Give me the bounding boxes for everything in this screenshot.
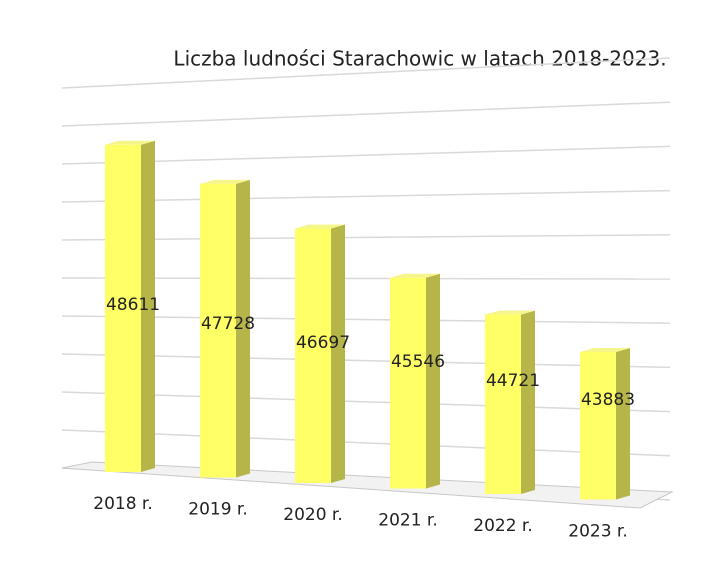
bar-side [521,310,535,494]
bar-top [580,347,630,352]
bar-top [295,224,345,229]
data-label: 47728 [201,314,255,334]
x-tick-label: 2023 r. [568,522,628,542]
bar [200,183,236,478]
data-label: 48611 [106,295,160,315]
bar-top [200,179,250,184]
bar-side [141,140,155,473]
bar-side [426,273,440,489]
bar [390,277,426,489]
x-tick-label: 2019 r. [188,500,248,520]
grid-line [61,391,671,413]
data-label: 46697 [296,333,350,353]
grid-line [61,429,671,457]
x-tick-label: 2022 r. [473,516,533,536]
bar-side [331,224,345,483]
grid-line [61,277,671,280]
bar-top [390,273,440,278]
grid-line [61,353,671,369]
bar [105,144,141,473]
bar [295,228,331,483]
bar-side [616,347,630,500]
grid-line [61,189,671,203]
x-tick-label: 2020 r. [283,505,343,525]
grid-line [61,145,671,165]
grid-line [61,57,671,89]
grid-line [61,315,671,324]
data-label: 43883 [581,390,635,410]
bar-side [236,179,250,478]
bar-top [485,310,535,315]
x-tick-label: 2021 r. [378,511,438,531]
data-label: 44721 [486,371,540,391]
grid-line [61,234,671,241]
bar [580,351,616,500]
data-label: 45546 [391,352,445,372]
chart-title: Liczba ludności Starachowic w latach 201… [173,47,666,71]
bar-top [105,140,155,145]
bar [485,314,521,494]
x-tick-label: 2018 r. [93,494,153,514]
grid-line [61,101,671,127]
